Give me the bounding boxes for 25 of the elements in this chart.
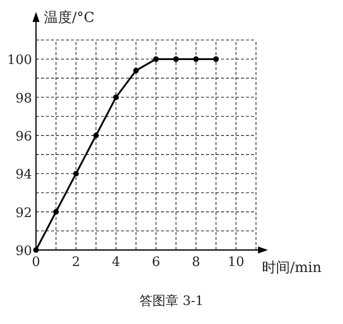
point	[133, 68, 139, 74]
x-tick-label: 10	[228, 255, 244, 270]
point	[213, 56, 219, 62]
x-tick-label: 6	[152, 255, 160, 270]
x-tick-label: 2	[72, 255, 80, 270]
y-axis-title: 温度/°C	[44, 10, 94, 26]
text: 答图章 3-1	[139, 294, 204, 309]
x-tick-label: 0	[32, 255, 40, 270]
point	[93, 132, 99, 138]
point	[153, 56, 159, 62]
point	[113, 94, 119, 100]
y-tick-label: 98	[15, 91, 32, 106]
y-tick-label: 96	[15, 129, 32, 144]
y-tick-label: 94	[15, 168, 32, 183]
y-tick-label: 90	[15, 244, 32, 259]
point	[173, 56, 179, 62]
point	[53, 209, 59, 215]
point	[33, 247, 39, 253]
y-tick-label: 100	[7, 53, 32, 68]
x-tick-label: 4	[112, 255, 120, 270]
x-axis-title: 时间/min	[262, 260, 322, 276]
y-tick-label: 92	[15, 206, 32, 221]
point	[73, 170, 79, 176]
x-tick-label: 8	[192, 255, 200, 270]
point	[193, 56, 199, 62]
